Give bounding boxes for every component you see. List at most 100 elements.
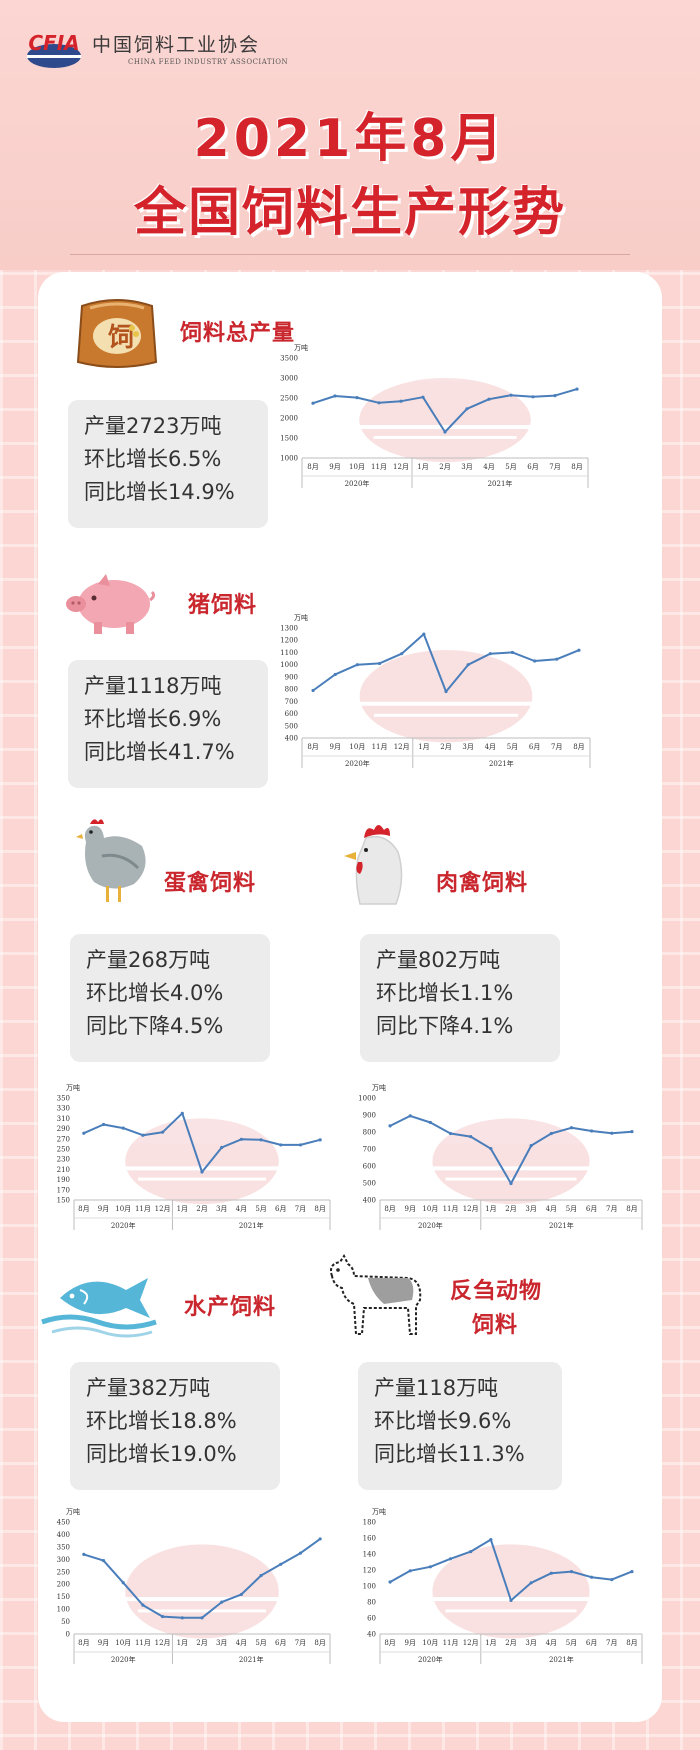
- chart-data-point: [121, 1126, 125, 1130]
- chart-x-tick-label: 11月: [443, 1205, 459, 1213]
- section-title-aqua: 水产饲料: [184, 1295, 277, 1320]
- chart-y-tick-label: 700: [285, 698, 298, 706]
- chart-x-tick-label: 8月: [314, 1639, 325, 1647]
- chart-y-tick-label: 40: [367, 1631, 376, 1639]
- chart-y-tick-label: 500: [363, 1180, 376, 1188]
- chart-data-point: [239, 1592, 243, 1597]
- chart-x-tick-label: 5月: [255, 1639, 266, 1647]
- chart-pig: 万吨 400 500 600 700 800 900 1000 1100 1200 1300 8月 9月…: [280, 613, 591, 768]
- chart-x-tick-label: 4月: [546, 1205, 557, 1213]
- chart-x-tick-label: 2月: [440, 743, 451, 751]
- chart-data-point: [200, 1616, 204, 1620]
- chart-x-tick-label: 2月: [196, 1205, 207, 1213]
- chart-x-tick-label: 8月: [307, 463, 318, 471]
- chart-data-point: [555, 657, 559, 661]
- chart-x-tick-label: 10月: [422, 1639, 438, 1647]
- stat-box-pig: 产量1118万吨 环比增长6.9% 同比增长41.7%: [68, 660, 268, 788]
- chart-x-tick-label: 8月: [573, 743, 584, 751]
- chart-x-tick-label: 7月: [551, 743, 562, 751]
- stat-box-total: 产量2723万吨 环比增长6.5% 同比增长14.9%: [68, 400, 268, 528]
- chart-year-label: 2020年: [418, 1655, 443, 1664]
- chart-data-point: [509, 1598, 513, 1602]
- chart-y-tick-label: 600: [363, 1163, 376, 1171]
- chart-data-point: [279, 1143, 283, 1147]
- chart-data-point: [487, 397, 491, 401]
- stat-yoy-total: 同比增长14.9%: [84, 480, 235, 504]
- chart-x-tick-label: 12月: [463, 1205, 479, 1213]
- chart-data-point: [333, 672, 337, 677]
- chart-x-tick-label: 11月: [371, 463, 387, 471]
- chart-y-tick-label: 800: [285, 686, 298, 694]
- pig-icon: [66, 574, 156, 634]
- chart-y-tick-label: 400: [57, 1531, 70, 1539]
- chart-x-tick-label: 5月: [255, 1205, 266, 1213]
- chart-x-tick-label: 8月: [307, 743, 318, 751]
- chart-data-point: [488, 652, 492, 656]
- chart-data-point: [400, 652, 404, 656]
- stat-yoy-aqua: 同比增长19.0%: [86, 1442, 237, 1466]
- chart-y-tick-label: 3500: [280, 355, 298, 363]
- chart-y-tick-label: 0: [66, 1631, 70, 1639]
- chart-data-point: [388, 1580, 392, 1584]
- chart-y-tick-label: 1500: [280, 435, 298, 443]
- chart-data-point: [355, 663, 359, 667]
- chart-x-tick-label: 9月: [329, 743, 340, 751]
- stat-output-ruminant: 产量118万吨: [374, 1376, 499, 1400]
- stat-output-broiler: 产量802万吨: [376, 948, 501, 972]
- chart-y-tick-label: 60: [367, 1615, 376, 1623]
- chart-data-point: [141, 1603, 145, 1607]
- stat-yoy-broiler: 同比下降4.1%: [376, 1014, 514, 1038]
- chart-ruminant: 万吨 40 60 80 100 120 140 160 180 8月 9月 10月 11月 12月 1月 2月…: [363, 1507, 643, 1664]
- chart-y-tick-label: 120: [363, 1567, 376, 1575]
- chart-y-tick-label: 270: [57, 1135, 70, 1143]
- hen-icon: [76, 819, 146, 902]
- chart-x-tick-label: 2月: [439, 463, 450, 471]
- chart-x-tick-label: 1月: [418, 743, 429, 751]
- chart-data-point: [388, 1124, 392, 1128]
- chart-x-tick-label: 4月: [236, 1639, 247, 1647]
- chart-data-point: [428, 1565, 432, 1569]
- chart-year-label: 2021年: [549, 1221, 574, 1230]
- chart-data-point: [239, 1137, 243, 1141]
- header-band: [0, 0, 700, 270]
- chart-data-point: [333, 394, 337, 398]
- chart-unit-label: 万吨: [372, 1507, 386, 1516]
- logo-english-name: CHINA FEED INDUSTRY ASSOCIATION: [128, 58, 289, 66]
- chart-watermark: [432, 1118, 590, 1205]
- chart-x-tick-label: 7月: [606, 1205, 617, 1213]
- chart-data-point: [161, 1614, 165, 1619]
- chart-x-tick-label: 9月: [329, 463, 340, 471]
- chart-unit-label: 万吨: [66, 1083, 80, 1092]
- chart-x-tick-label: 7月: [549, 463, 560, 471]
- chart-x-tick-label: 5月: [507, 743, 518, 751]
- chart-y-tick-label: 1300: [280, 625, 298, 633]
- chart-data-point: [82, 1552, 86, 1556]
- chart-data-point: [590, 1129, 594, 1133]
- chart-year-label: 2020年: [111, 1221, 136, 1230]
- chart-y-tick-label: 700: [363, 1146, 376, 1154]
- chart-x-tick-label: 3月: [461, 463, 472, 471]
- chart-data-point: [220, 1600, 224, 1604]
- chart-x-tick-label: 8月: [626, 1639, 637, 1647]
- chart-data-point: [121, 1581, 125, 1585]
- chart-x-tick-label: 11月: [443, 1639, 459, 1647]
- cfia-logo: CFIA 中国饲料工业协会 CHINA FEED INDUSTRY ASSOCI…: [24, 26, 324, 70]
- chart-y-tick-label: 1000: [280, 455, 298, 463]
- chart-data-point: [443, 430, 447, 434]
- chart-watermark: [125, 1118, 279, 1205]
- chart-unit-label: 万吨: [372, 1083, 386, 1092]
- chart-data-point: [421, 395, 425, 399]
- chart-y-tick-label: 2500: [280, 395, 298, 403]
- chart-x-tick-label: 10月: [349, 463, 365, 471]
- chart-data-point: [298, 1143, 303, 1147]
- chart-x-tick-label: 11月: [372, 743, 388, 751]
- chart-data-point: [298, 1551, 303, 1555]
- stat-box-broiler: 产量802万吨 环比增长1.1% 同比下降4.1%: [360, 934, 560, 1062]
- chart-x-tick-label: 12月: [394, 743, 410, 751]
- cow-icon: [330, 1254, 422, 1335]
- chart-data-point: [549, 1571, 553, 1575]
- chart-y-tick-label: 300: [57, 1556, 70, 1564]
- chart-y-tick-label: 330: [57, 1105, 70, 1113]
- chart-year-label: 2020年: [345, 759, 370, 768]
- section-title-pig: 猪饲料: [188, 593, 258, 618]
